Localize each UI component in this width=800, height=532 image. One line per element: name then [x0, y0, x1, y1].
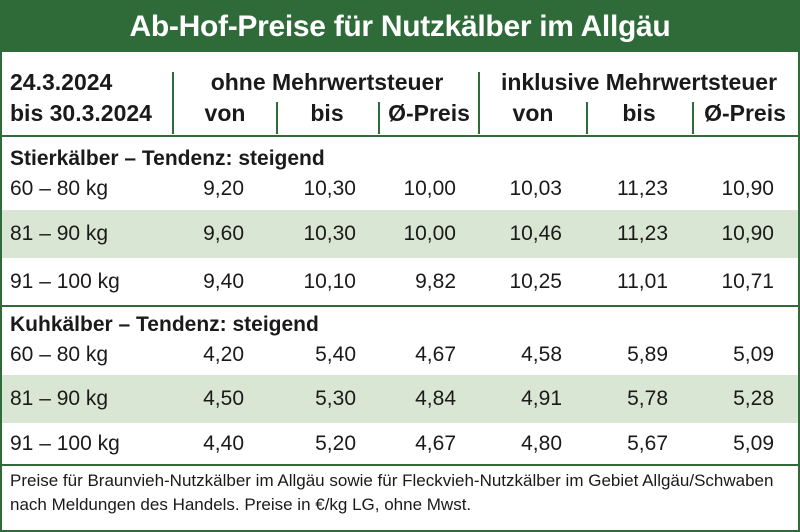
price-cell: 4,67 [415, 432, 456, 455]
section-title-stierkaelber: Stierkälber – Tendenz: steigend [10, 147, 325, 170]
price-cell: 9,20 [203, 177, 244, 200]
price-cell: 10,90 [721, 222, 774, 245]
price-cell: 4,80 [521, 432, 562, 455]
column-divider [378, 102, 380, 134]
price-cell: 9,40 [203, 270, 244, 293]
price-cell: 5,09 [733, 343, 774, 366]
table-row: 91 – 100 kg 9,40 10,10 9,82 10,25 11,01 … [2, 258, 798, 306]
price-cell: 10,71 [721, 270, 774, 293]
header-divider [2, 135, 798, 137]
date-range-end: bis 30.3.2024 [10, 100, 152, 126]
price-cell: 4,20 [203, 343, 244, 366]
weight-class: 91 – 100 kg [10, 432, 120, 455]
price-cell: 4,58 [521, 343, 562, 366]
column-header-inkl-avg: Ø-Preis [704, 100, 786, 126]
price-cell: 11,23 [617, 177, 668, 200]
price-cell: 5,67 [627, 432, 668, 455]
weight-class: 60 – 80 kg [10, 343, 109, 366]
column-header-ohne-bis: bis [310, 100, 344, 126]
price-cell: 10,10 [303, 270, 356, 293]
weight-class: 81 – 90 kg [10, 387, 109, 410]
price-cell: 4,40 [203, 432, 244, 455]
column-divider [478, 72, 480, 134]
column-divider [172, 72, 174, 134]
price-cell: 5,28 [733, 387, 774, 410]
column-header-ohne-avg: Ø-Preis [388, 100, 470, 126]
price-cell: 5,20 [315, 432, 356, 455]
weight-class: 91 – 100 kg [10, 270, 120, 293]
table-row: 81 – 90 kg 9,60 10,30 10,00 10,46 11,23 … [2, 210, 798, 258]
price-cell: 4,67 [415, 343, 456, 366]
footnote: Preise für Braunvieh-Nutzkälber im Allgä… [10, 471, 774, 514]
column-divider [276, 102, 278, 134]
footer-divider [2, 464, 798, 466]
price-cell: 4,50 [203, 387, 244, 410]
column-divider [586, 102, 588, 134]
group-header-ohne-mwst: ohne Mehrwertsteuer [210, 69, 444, 95]
weight-class: 81 – 90 kg [10, 222, 109, 245]
price-cell: 10,00 [403, 222, 456, 245]
price-cell: 9,82 [415, 270, 456, 293]
group-header-inkl-mwst: inklusive Mehrwertsteuer [500, 69, 778, 95]
price-cell: 10,03 [509, 177, 562, 200]
price-cell: 9,60 [203, 222, 244, 245]
table-row: 91 – 100 kg 4,40 5,20 4,67 4,80 5,67 5,0… [2, 423, 798, 465]
table-row: 81 – 90 kg 4,50 5,30 4,84 4,91 5,78 5,28 [2, 375, 798, 423]
price-cell: 10,00 [403, 177, 456, 200]
price-cell: 10,46 [509, 222, 562, 245]
price-cell: 10,30 [303, 222, 356, 245]
price-cell: 10,25 [509, 270, 562, 293]
price-cell: 11,01 [617, 270, 668, 293]
table-title: Ab-Hof-Preise für Nutzkälber im Allgäu [2, 2, 798, 52]
column-header-inkl-bis: bis [622, 100, 656, 126]
price-cell: 10,90 [721, 177, 774, 200]
column-header-ohne-von: von [204, 100, 246, 126]
table-row: 60 – 80 kg 9,20 10,30 10,00 10,03 11,23 … [2, 170, 798, 208]
price-cell: 5,89 [627, 343, 668, 366]
table-row: 60 – 80 kg 4,20 5,40 4,67 4,58 5,89 5,09 [2, 336, 798, 374]
weight-class: 60 – 80 kg [10, 177, 109, 200]
price-cell: 5,78 [627, 387, 668, 410]
price-cell: 5,30 [315, 387, 356, 410]
date-range-start: 24.3.2024 [10, 69, 113, 95]
section-title-kuhkaelber: Kuhkälber – Tendenz: steigend [10, 313, 319, 336]
column-header-inkl-von: von [512, 100, 554, 126]
price-cell: 11,23 [617, 222, 668, 245]
column-divider [692, 102, 694, 134]
price-cell: 4,84 [415, 387, 456, 410]
price-cell: 5,09 [733, 432, 774, 455]
price-cell: 5,40 [315, 343, 356, 366]
price-cell: 10,30 [303, 177, 356, 200]
section-divider [2, 305, 798, 307]
price-cell: 4,91 [521, 387, 562, 410]
